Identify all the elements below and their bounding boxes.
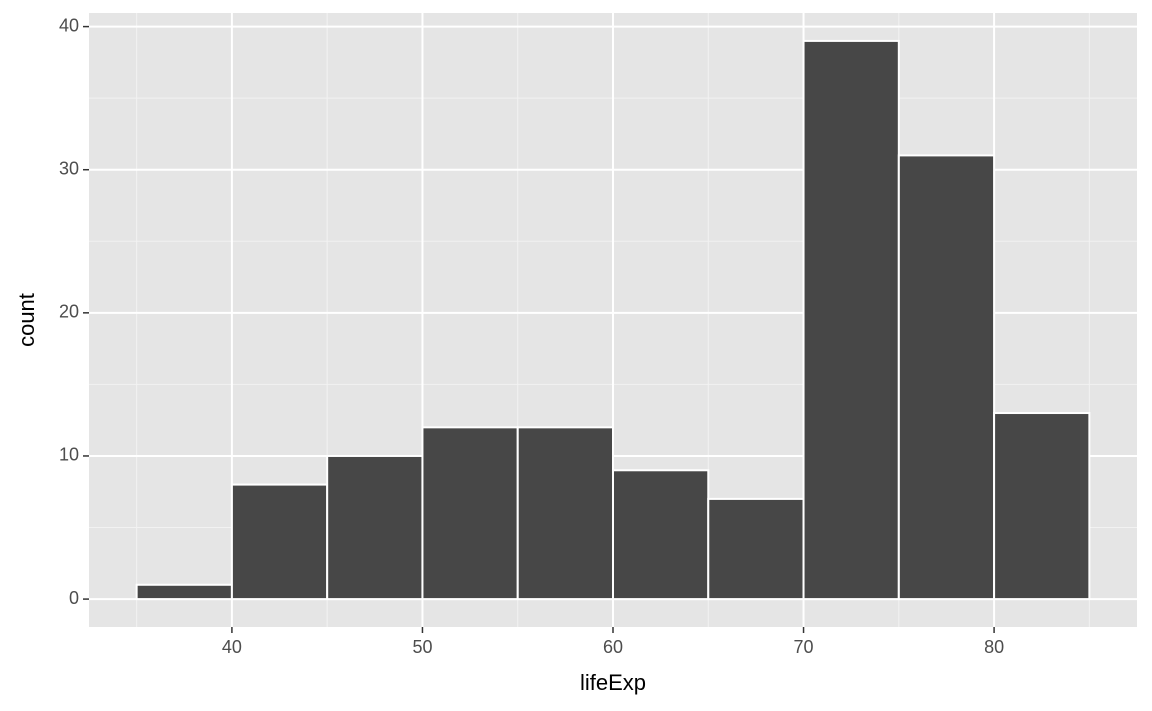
y-tick-label: 10	[59, 445, 79, 465]
x-tick-label: 70	[794, 637, 814, 657]
bar	[516, 426, 615, 601]
x-axis-title: lifeExp	[580, 670, 646, 695]
bar	[421, 426, 519, 601]
y-tick-label: 40	[59, 15, 79, 35]
bar	[135, 583, 233, 601]
y-tick-label: 30	[59, 158, 79, 178]
bar	[802, 39, 900, 601]
x-tick-label: 80	[984, 637, 1004, 657]
x-tick-label: 50	[412, 637, 432, 657]
y-axis-title: count	[14, 293, 39, 347]
bar	[897, 154, 996, 601]
y-tick-label: 0	[69, 588, 79, 608]
y-tick-label: 20	[59, 302, 79, 322]
bar	[230, 483, 329, 601]
bar	[612, 469, 710, 601]
bar	[993, 412, 1091, 601]
x-tick-label: 40	[222, 637, 242, 657]
bar	[326, 454, 424, 601]
bar	[707, 497, 805, 601]
x-tick-label: 60	[603, 637, 623, 657]
